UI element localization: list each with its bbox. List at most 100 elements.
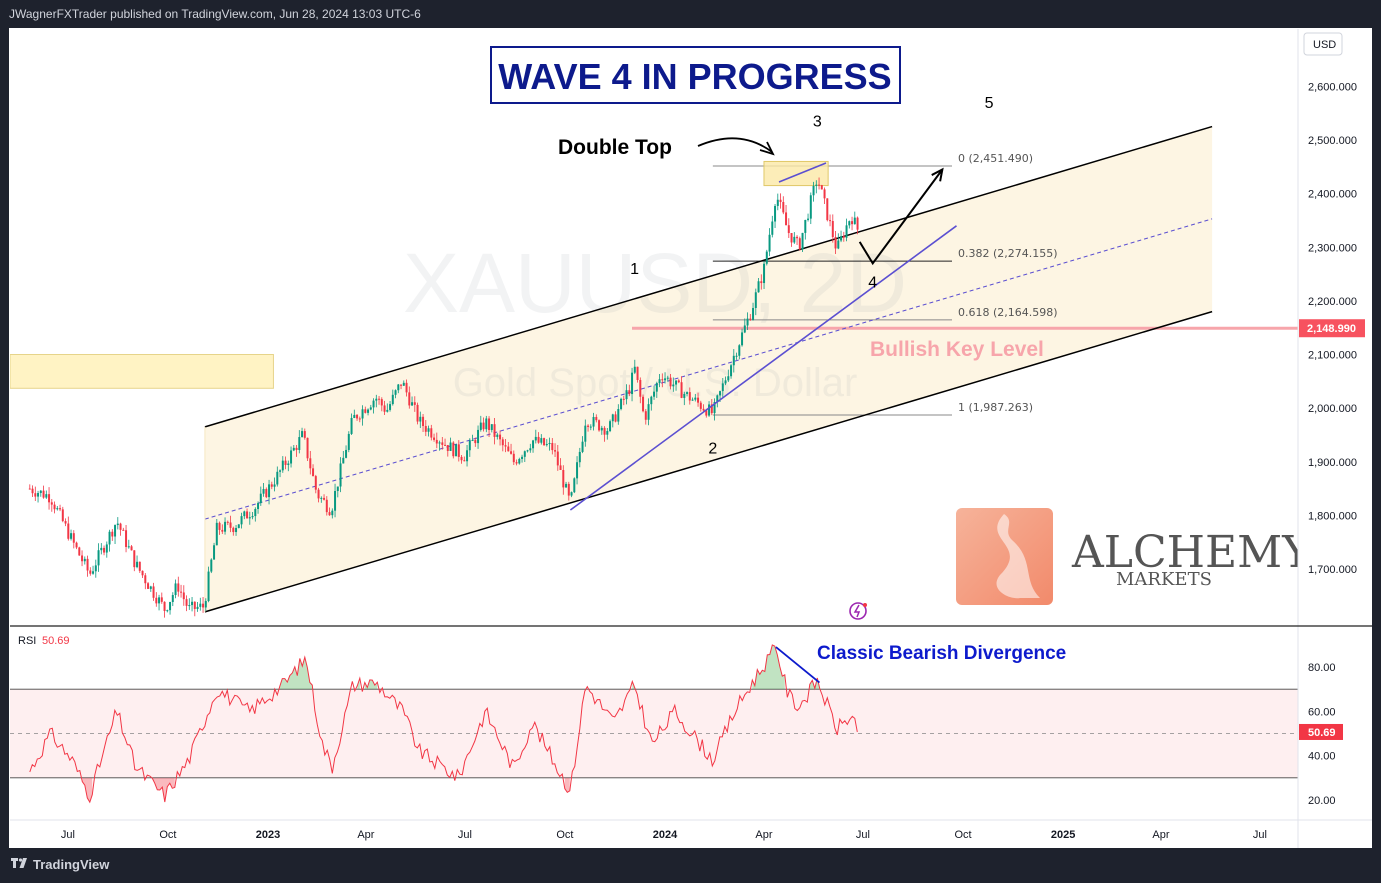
candle-body bbox=[306, 437, 309, 459]
candle-body bbox=[408, 392, 411, 406]
candle-body bbox=[466, 450, 469, 462]
candle-body bbox=[732, 355, 735, 366]
candle-body bbox=[499, 434, 502, 440]
candle-body bbox=[133, 550, 136, 568]
candle-body bbox=[301, 431, 304, 438]
candle-body bbox=[160, 597, 163, 602]
candle-body bbox=[809, 195, 812, 219]
candle-body bbox=[323, 497, 326, 500]
fib-label: 0.618 (2,164.598) bbox=[958, 306, 1058, 319]
candle-body bbox=[677, 380, 680, 383]
candle-body bbox=[697, 397, 700, 403]
candle-body bbox=[518, 458, 521, 464]
candle-body bbox=[207, 571, 210, 602]
candle-body bbox=[342, 457, 345, 464]
candle-body bbox=[235, 527, 238, 533]
candle-body bbox=[565, 483, 568, 488]
tradingview-logo-icon bbox=[11, 858, 27, 868]
candle-body bbox=[298, 437, 301, 450]
divergence-label: Classic Bearish Divergence bbox=[817, 643, 1066, 664]
candle-body bbox=[67, 523, 70, 539]
candle-body bbox=[70, 533, 73, 539]
candle-body bbox=[666, 377, 669, 379]
wave-trendline bbox=[569, 225, 957, 511]
candle-body bbox=[655, 383, 658, 392]
candle-body bbox=[829, 220, 832, 222]
candle-body bbox=[702, 408, 705, 411]
candle-body bbox=[551, 442, 554, 451]
candle-body bbox=[103, 547, 106, 553]
candle-body bbox=[427, 428, 430, 432]
candle-body bbox=[628, 390, 631, 395]
candle-body bbox=[100, 547, 103, 551]
candle-body bbox=[218, 522, 221, 530]
candle-body bbox=[488, 418, 491, 431]
candle-body bbox=[644, 411, 647, 420]
candle-body bbox=[556, 451, 559, 466]
candle-body bbox=[199, 603, 202, 607]
candle-body bbox=[391, 394, 394, 405]
candle-body bbox=[127, 546, 130, 548]
candle-body bbox=[364, 409, 367, 413]
publish-header: JWagnerFXTrader published on TradingView… bbox=[0, 0, 1381, 28]
candle-body bbox=[840, 236, 843, 241]
candle-body bbox=[749, 318, 752, 320]
candle-body bbox=[559, 465, 562, 471]
price-tick-label: 2,600.000 bbox=[1308, 81, 1357, 93]
candle-body bbox=[647, 404, 650, 420]
candle-body bbox=[455, 444, 458, 457]
candle-body bbox=[339, 463, 342, 487]
time-tick-label: 2024 bbox=[653, 829, 678, 841]
candle-body bbox=[400, 384, 403, 386]
candle-body bbox=[713, 401, 716, 414]
candle-body bbox=[592, 416, 595, 427]
candle-body bbox=[94, 565, 97, 572]
candle-body bbox=[856, 217, 859, 230]
candle-body bbox=[510, 451, 513, 454]
candle-body bbox=[39, 490, 42, 494]
candle-body bbox=[664, 378, 667, 381]
price-tick-label: 2,100.000 bbox=[1308, 350, 1357, 362]
candle-body bbox=[64, 521, 67, 524]
candle-body bbox=[471, 440, 474, 442]
candle-body bbox=[493, 424, 496, 437]
wave-label: 5 bbox=[985, 95, 994, 112]
candle-body bbox=[182, 592, 185, 600]
candle-body bbox=[265, 488, 268, 498]
rsi-last-tag-label: 50.69 bbox=[1308, 727, 1336, 739]
candle-body bbox=[457, 444, 460, 457]
candle-body bbox=[760, 281, 763, 284]
candle-body bbox=[108, 531, 111, 545]
candle-body bbox=[793, 236, 796, 243]
rsi-legend-name: RSI bbox=[18, 635, 36, 647]
candle-body bbox=[460, 456, 463, 461]
candle-body bbox=[724, 380, 727, 384]
candle-body bbox=[842, 236, 845, 238]
candle-body bbox=[411, 402, 414, 406]
channel-mid-line bbox=[204, 218, 1213, 520]
candle-body bbox=[584, 425, 587, 442]
rsi-overbought-fill bbox=[279, 657, 313, 690]
candle-body bbox=[394, 390, 397, 395]
candle-body bbox=[507, 446, 510, 452]
candle-body bbox=[380, 399, 383, 406]
candle-body bbox=[243, 511, 246, 517]
supply-zone bbox=[10, 354, 274, 389]
candle-body bbox=[248, 517, 251, 519]
price-tick-label: 2,000.000 bbox=[1308, 403, 1357, 415]
candle-body bbox=[598, 420, 601, 431]
candle-body bbox=[309, 458, 312, 469]
candle-body bbox=[430, 428, 433, 438]
notification-dot bbox=[863, 603, 867, 607]
rsi-tick-label: 60.00 bbox=[1308, 706, 1336, 718]
price-tick-label: 2,300.000 bbox=[1308, 242, 1357, 254]
candle-body bbox=[603, 427, 606, 435]
candle-body bbox=[419, 416, 422, 422]
candle-body bbox=[801, 232, 804, 250]
candle-body bbox=[325, 499, 328, 513]
candle-body bbox=[386, 409, 389, 412]
candle-body bbox=[281, 460, 284, 471]
candle-body bbox=[796, 236, 799, 239]
fib-label: 0 (2,451.490) bbox=[958, 152, 1033, 165]
candle-body bbox=[746, 318, 749, 326]
